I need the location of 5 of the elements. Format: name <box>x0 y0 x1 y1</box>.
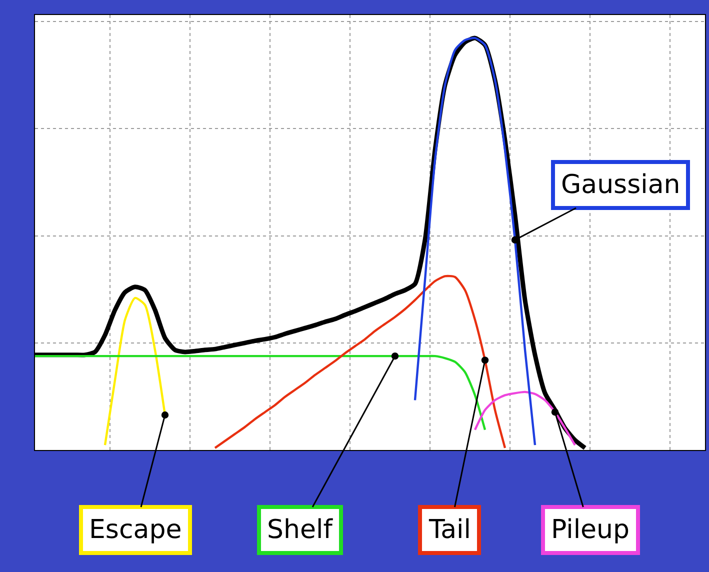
text: Tail <box>428 515 471 545</box>
text: Pileup <box>551 515 630 545</box>
series-label: Gaussian <box>561 170 680 200</box>
text: Shelf <box>267 515 334 545</box>
text: Escape <box>89 515 182 545</box>
